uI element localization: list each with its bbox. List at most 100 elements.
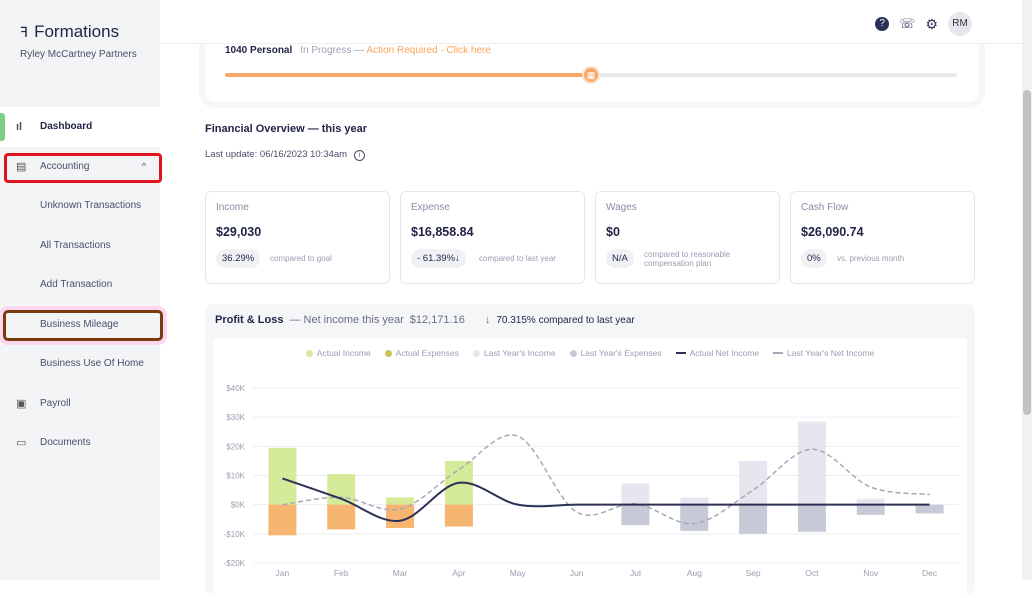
legend-item[interactable]: Actual Income [305, 348, 371, 358]
x-tick-label: Feb [334, 568, 349, 578]
info-icon[interactable]: i [353, 150, 365, 161]
progress-knob-icon[interactable]: ▦ [582, 66, 600, 84]
last-update: Last update: 06/16/2023 10:34am i [205, 149, 365, 161]
legend-item[interactable]: Actual Expenses [384, 348, 459, 358]
x-tick-label: Dec [922, 568, 938, 578]
profit-loss-panel: Profit & Loss — Net income this year $12,1… [205, 304, 975, 598]
sidebar-item-accounting[interactable]: ▤ Accounting ^ [16, 160, 146, 173]
legend-marker-icon [473, 349, 480, 357]
legend-label: Last Year's Net Income [787, 348, 875, 358]
highlight-business-mileage [3, 310, 163, 341]
sidebar-nav: ıl Dashboard ▤ Accounting ^ Unknown Transac… [0, 107, 160, 463]
line-actual-net-income [282, 477, 930, 522]
bar-last-year-s-expensesoct [797, 504, 826, 532]
x-tick-label: Jan [276, 568, 290, 578]
bar-last-year-s-expensesaug [680, 504, 709, 531]
pl-title: Profit & Loss [215, 314, 284, 326]
legend-item[interactable]: Last Year's Net Income [773, 348, 874, 358]
ledger-icon: ▤ [16, 160, 27, 173]
summary-cards: Income $29,030 36.29% compared to goal Expe… [205, 191, 975, 284]
pl-chart: Actual Income Actual Expenses Last Year's … [213, 338, 967, 598]
formations-logo-icon: ꟻ [20, 23, 29, 40]
line-last-years-net-income [282, 434, 930, 525]
bar-actual-incomejan [268, 447, 297, 505]
bar-last-year-s-expensesjul [621, 504, 650, 526]
bar-actual-incomemar [386, 497, 415, 505]
top-bar: ? ☏ ⚙ RM [160, 0, 1022, 44]
financial-overview-title: Financial Overview — this year [205, 123, 368, 135]
x-tick-label: Oct [805, 568, 819, 578]
net-income-value: $12,171.16 [409, 314, 465, 326]
x-tick-label: Nov [863, 568, 879, 578]
x-tick-label: Aug [687, 568, 702, 578]
y-tick-label: $40K [226, 384, 245, 393]
sidebar-item-business-use-of-home[interactable]: Business Use Of Home [0, 344, 160, 384]
bar-actual-expensesjan [268, 504, 297, 536]
bar-last-year-s-incomenov [856, 498, 885, 505]
legend-label: Last Year's Expenses [580, 348, 662, 358]
sidebar-item-unknown-transactions[interactable]: Unknown Transactions [0, 186, 160, 226]
tax-progress-bar: ▦ [225, 66, 957, 84]
chart-legend: Actual Income Actual Expenses Last Year's … [213, 348, 967, 358]
help-icon[interactable]: ? [875, 17, 890, 31]
bar-last-year-s-expensessep [739, 504, 768, 534]
sidebar-item-payroll[interactable]: ▣ Payroll [16, 397, 71, 410]
sidebar-item-add-transaction[interactable]: Add Transaction [0, 265, 160, 305]
legend-marker-icon [569, 349, 577, 357]
bar-last-year-s-incomeaug [680, 497, 709, 505]
chevron-up-icon: ^ [141, 161, 146, 172]
bar-last-year-s-expensesdec [915, 504, 944, 514]
legend-marker-icon [675, 352, 686, 354]
bar-last-year-s-incomeoct [797, 421, 826, 505]
bar-last-year-s-incomejul [621, 483, 650, 505]
y-tick-label: $10K [226, 472, 245, 481]
sidebar-item-documents[interactable]: ▭ Documents [16, 437, 91, 450]
bar-actual-incomefeb [327, 474, 356, 505]
y-tick-label: $20K [226, 442, 245, 451]
phone-icon[interactable]: ☏ [899, 16, 916, 31]
legend-label: Actual Expenses [395, 348, 459, 358]
x-tick-label: Sep [746, 568, 761, 578]
legend-label: Last Year's Income [484, 348, 556, 358]
legend-item[interactable]: Last Year's Expenses [569, 348, 662, 358]
wages-card: Wages $0 N/A compared to reasonable compens… [595, 191, 780, 284]
tax-return-name: 1040 Personal [225, 45, 293, 56]
avatar[interactable]: RM [948, 12, 972, 36]
bar-actual-expensesapr [444, 504, 473, 527]
x-tick-label: Mar [393, 568, 408, 578]
gear-icon[interactable]: ⚙ [925, 15, 938, 32]
y-tick-label: $0K [231, 501, 246, 510]
cash-flow-card: Cash Flow $26,090.74 0% vs. previous month [790, 191, 975, 284]
legend-label: Actual Net Income [689, 348, 760, 358]
wallet-icon: ▣ [16, 397, 27, 410]
scrollbar[interactable] [1022, 0, 1032, 580]
legend-marker-icon [384, 349, 392, 357]
legend-marker-icon [305, 349, 313, 357]
x-tick-label: Jun [570, 568, 584, 578]
pl-change: 70.315% compared to last year [496, 314, 635, 326]
logo[interactable]: ꟻ Formations [20, 22, 120, 41]
folder-icon: ▭ [16, 437, 27, 450]
tax-progress-fill [225, 73, 591, 77]
sidebar-item-all-transactions[interactable]: All Transactions [0, 225, 160, 265]
expense-card: Expense $16,858.84- 61.39%↓ compared to la… [400, 191, 585, 284]
legend-label: Actual Income [316, 348, 371, 358]
x-tick-label: Apr [452, 568, 465, 578]
action-required-link[interactable]: Action Required - Click here [366, 45, 491, 56]
legend-marker-icon [773, 352, 784, 354]
income-card: Income $29,030 36.29% compared to goal [205, 191, 390, 284]
y-tick-label: -$20K [224, 559, 246, 568]
y-tick-label: $30K [226, 413, 245, 422]
scrollbar-thumb[interactable] [1023, 90, 1031, 415]
x-tick-label: Jul [630, 568, 641, 578]
highlight-accounting [4, 153, 162, 183]
y-tick-label: -$10K [224, 530, 246, 539]
tax-status: In Progress — [300, 45, 365, 56]
sidebar-item-dashboard[interactable]: ıl Dashboard [0, 107, 160, 147]
legend-item[interactable]: Last Year's Income [473, 348, 556, 358]
bar-chart-icon: ıl [16, 120, 23, 133]
x-tick-label: May [510, 568, 527, 578]
bar-actual-expensesfeb [327, 504, 356, 530]
legend-item[interactable]: Actual Net Income [675, 348, 760, 358]
bar-last-year-s-expensesnov [856, 504, 885, 515]
